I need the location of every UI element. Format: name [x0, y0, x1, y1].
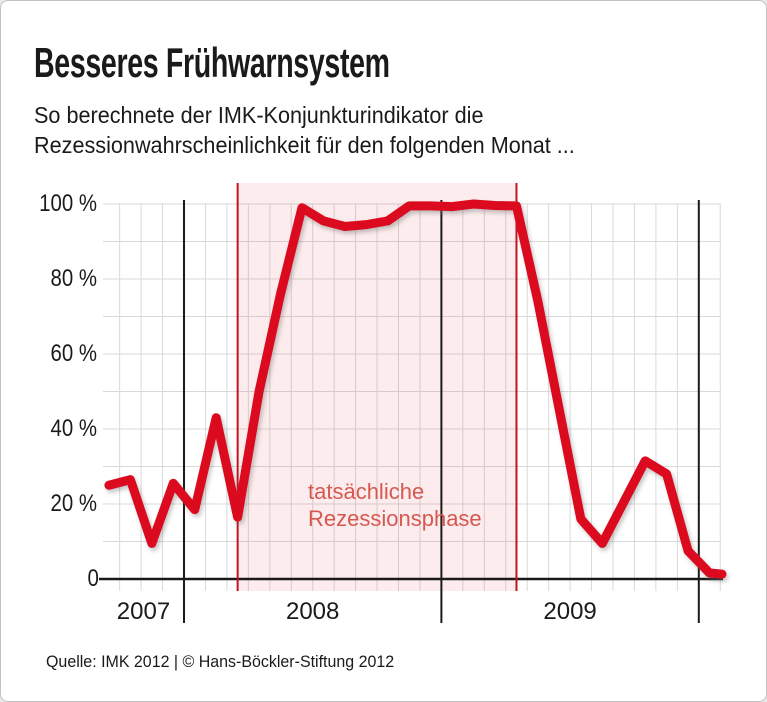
recession-band-label-line2: Rezessionsphase: [308, 506, 482, 531]
chart-subtitle-line1: So berechnete der IMK-Konjunkturindikato…: [34, 102, 484, 128]
source-credit: Quelle: IMK 2012 | © Hans-Böckler-Stiftu…: [46, 652, 395, 671]
recession-band-label: tatsächliche Rezessionsphase: [308, 478, 482, 532]
chart-subtitle: So berechnete der IMK-Konjunkturindikato…: [34, 100, 575, 160]
chart-subtitle-line2: Rezessionwahrscheinlichkeit für den folg…: [34, 132, 575, 158]
page-title: Besseres Frühwarnsystem: [34, 39, 390, 86]
recession-band: [237, 183, 517, 591]
recession-probability-line: [104, 199, 727, 579]
recession-band-label-line1: tatsächliche: [308, 479, 425, 504]
